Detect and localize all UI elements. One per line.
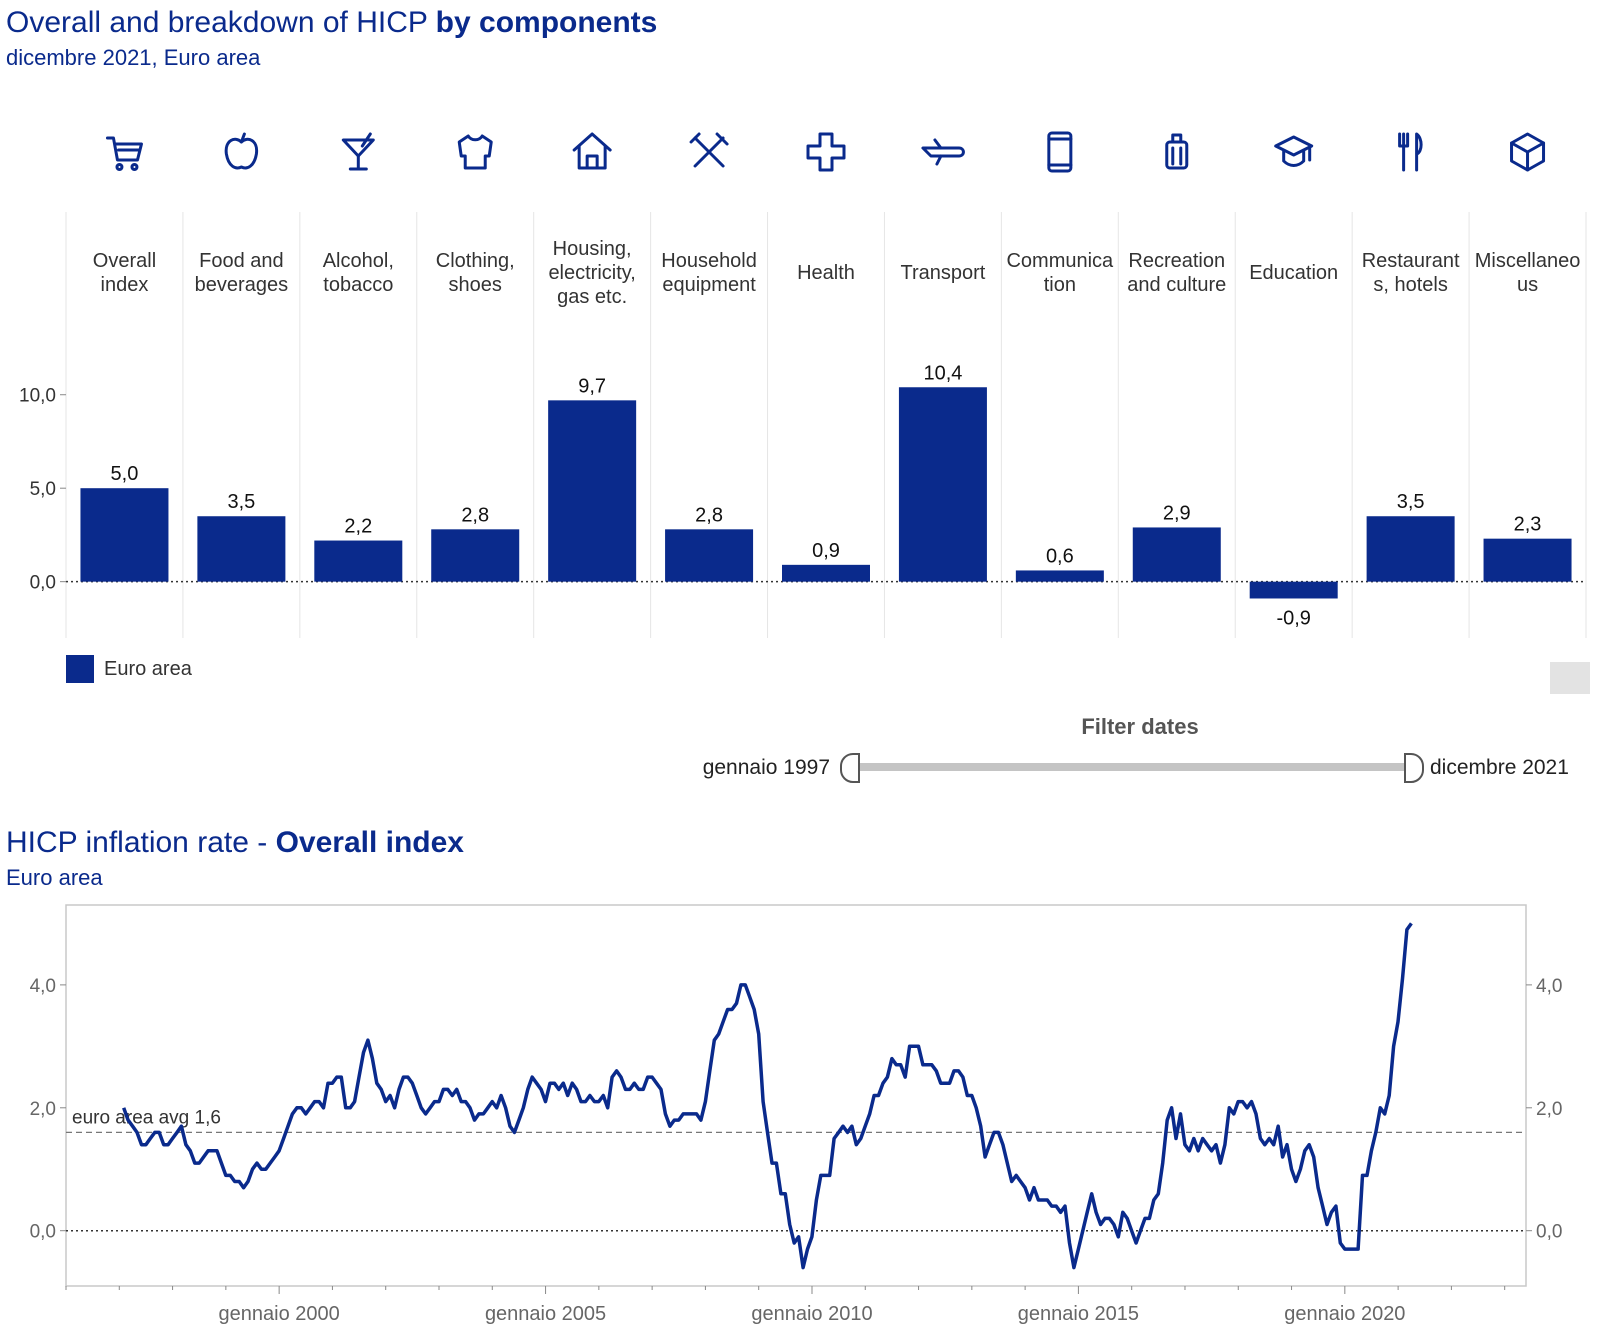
bar[interactable] (1483, 538, 1572, 582)
cocktail-icon (341, 132, 375, 171)
bar[interactable] (314, 540, 403, 582)
y-tick-label: 0,0 (30, 1222, 56, 1243)
legend-swatch (66, 655, 94, 683)
house-icon (572, 132, 612, 170)
x-tick-label: gennaio 2015 (1018, 1303, 1139, 1325)
scroll-handle[interactable] (1550, 662, 1590, 694)
value-label: 2,9 (1163, 502, 1191, 524)
category-label: Household equipment (661, 250, 757, 296)
value-label: 2,8 (461, 504, 489, 526)
category-label: Health (797, 262, 855, 284)
value-label: 10,4 (923, 362, 962, 384)
components-bar-chart: 0,0 5,0 10,0 Overall index 5,0 Food and beverag… (19, 131, 1587, 638)
cross-icon (806, 132, 846, 172)
x-tick-label: gennaio 2000 (219, 1303, 340, 1325)
category-label: Transport (901, 262, 986, 284)
chart-title: Overall and breakdown of HICP by compone… (6, 6, 658, 39)
bar[interactable] (665, 529, 754, 582)
y-tick-label-right: 2,0 (1536, 1099, 1562, 1120)
bar[interactable] (548, 400, 637, 582)
category-label: Clothing, shoes (436, 250, 515, 296)
value-label: 0,6 (1046, 545, 1074, 567)
x-tick-label: gennaio 2005 (485, 1303, 606, 1325)
legend-label: Euro area (104, 657, 192, 680)
category-label: Restaurant s, hotels (1362, 250, 1460, 296)
plot-frame (65, 904, 1527, 1287)
category-label: Housing, electricity, gas etc. (548, 238, 635, 308)
value-label: -0,9 (1276, 607, 1310, 629)
graduation-cap-icon (1274, 135, 1314, 167)
plane-icon (921, 138, 965, 166)
cart-icon (105, 136, 143, 171)
range-start-handle[interactable] (840, 753, 860, 783)
date-range-slider[interactable] (850, 763, 1410, 771)
y-tick-label: 5,0 (30, 479, 56, 500)
value-label: 2,2 (344, 516, 372, 538)
category-label: Overall index (93, 250, 156, 296)
phone-icon (1047, 131, 1073, 173)
bar[interactable] (431, 529, 520, 582)
range-start-label: gennaio 1997 (702, 756, 830, 779)
cutlery-icon (1398, 132, 1423, 172)
category-label: Food and beverages (195, 250, 288, 296)
bar[interactable] (1015, 570, 1104, 582)
bar[interactable] (80, 488, 169, 582)
chart-title-2: HICP inflation rate - Overall index (6, 826, 464, 859)
value-label: 9,7 (578, 375, 606, 397)
y-tick-label: 0,0 (30, 573, 56, 594)
value-label: 0,9 (812, 540, 840, 562)
category-label: Miscellaneo us (1475, 250, 1581, 296)
category-label: Communica tion (1006, 250, 1114, 296)
x-tick-label: gennaio 2020 (1284, 1303, 1405, 1325)
value-label: 3,5 (227, 491, 255, 513)
category-label: Education (1249, 262, 1338, 284)
y-tick-label: 4,0 (30, 976, 56, 997)
inflation-series-line[interactable] (122, 922, 1413, 1270)
luggage-icon (1165, 133, 1189, 170)
x-tick-label: gennaio 2010 (751, 1303, 872, 1325)
bar[interactable] (1249, 581, 1338, 599)
value-label: 3,5 (1397, 491, 1425, 513)
average-line-label: euro area avg 1,6 (72, 1107, 221, 1128)
y-tick-label-right: 0,0 (1536, 1222, 1562, 1243)
bar[interactable] (1132, 527, 1221, 582)
value-label: 2,3 (1514, 514, 1542, 536)
range-end-handle[interactable] (1404, 753, 1424, 783)
y-tick-label-right: 4,0 (1536, 976, 1562, 997)
chart-subtitle-2: Euro area (6, 865, 103, 890)
shirt-icon (457, 134, 493, 170)
chart-subtitle: dicembre 2021, Euro area (6, 45, 261, 70)
bar[interactable] (197, 516, 286, 582)
range-end-label: dicembre 2021 (1430, 756, 1569, 779)
value-label: 5,0 (111, 463, 139, 485)
filter-dates-title: Filter dates (1081, 714, 1199, 739)
bar[interactable] (1366, 516, 1455, 582)
category-label: Alcohol, tobacco (323, 250, 394, 296)
y-tick-label: 10,0 (19, 386, 56, 407)
apple-icon (224, 132, 259, 170)
bar[interactable] (898, 387, 987, 582)
value-label: 2,8 (695, 504, 723, 526)
y-tick-label: 2,0 (30, 1099, 56, 1120)
chart-legend: Euro area (66, 655, 192, 683)
category-label: Recreation and culture (1127, 250, 1226, 296)
bar[interactable] (782, 564, 870, 582)
tools-icon (689, 132, 729, 168)
cube-icon (1510, 132, 1546, 172)
